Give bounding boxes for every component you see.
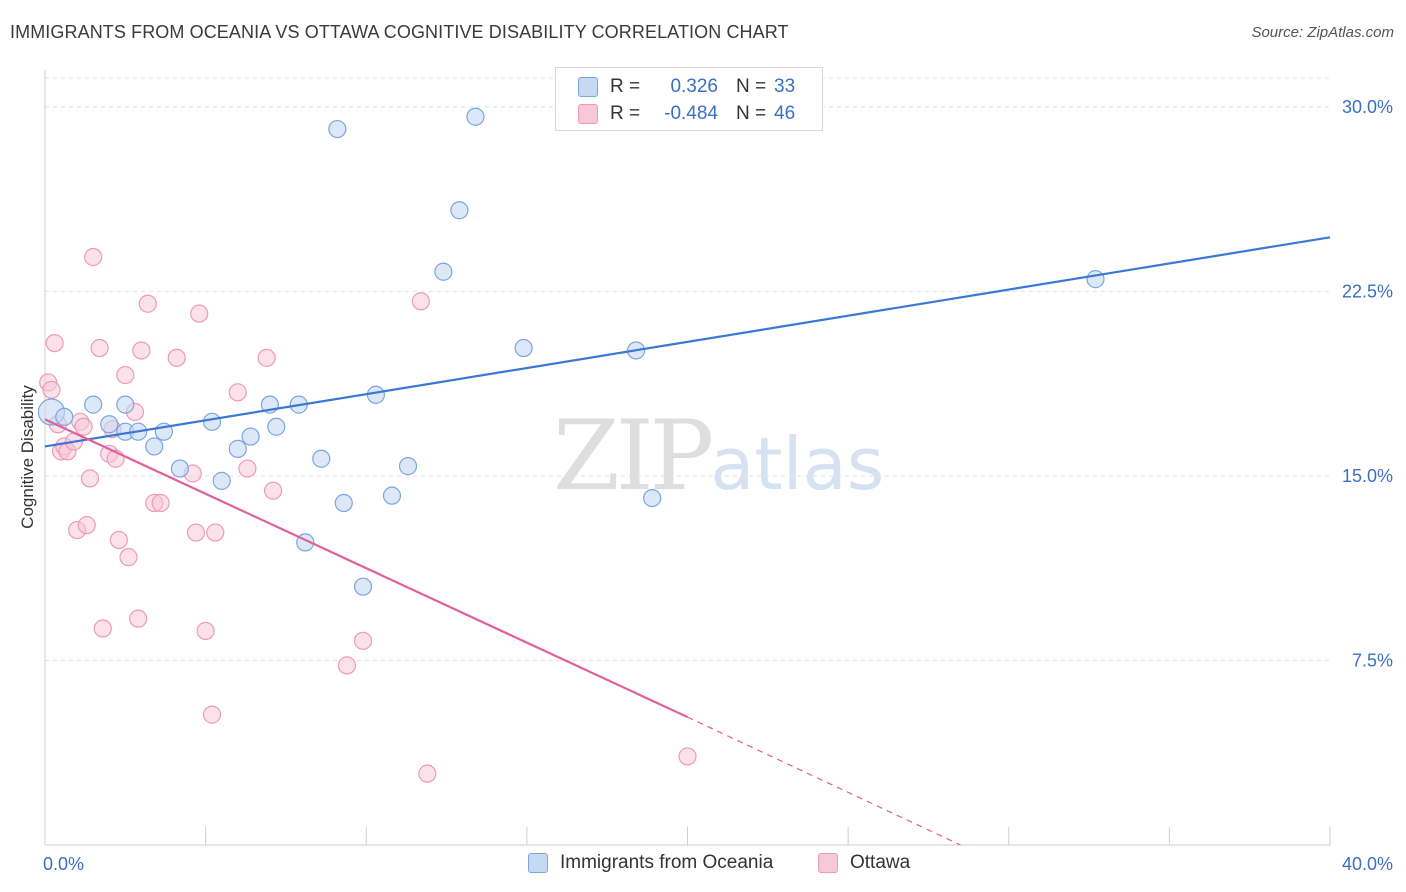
legend-row-ottawa: R = -0.484 N = 46 [578,101,795,127]
ottawa-point [138,294,157,313]
chart-title: IMMIGRANTS FROM OCEANIA VS OTTAWA COGNIT… [10,22,789,42]
legend-n-label: N = [736,76,767,97]
ottawa-point [337,656,357,675]
legend-swatch-ottawa [578,104,598,124]
oceania-point [116,395,135,414]
ottawa-point [257,348,276,367]
ottawa-point [45,333,64,353]
y-tick-label: 22.5% [1342,281,1393,301]
source-label: Source: ZipAtlas.com [1251,24,1394,41]
ottawa-point [80,469,100,488]
ottawa-trendline [44,418,688,719]
oceania-point [450,201,469,220]
watermark-zip: ZIP [553,400,714,512]
oceania-point [100,415,119,434]
ottawa-point [90,338,109,358]
oceania-point [466,107,485,126]
ottawa-point [93,619,112,638]
ottawa-point [202,705,222,724]
oceania-point [382,486,402,505]
oceania-point [1086,270,1105,289]
ottawa-point [353,631,373,650]
ottawa-point [109,530,128,550]
ottawa-point [190,304,209,323]
legend-row-oceania: R = 0.326 N = 33 [578,74,795,100]
ottawa-point [206,523,225,542]
oceania-point [643,488,662,508]
oceania-point [434,262,453,281]
x-tick-label: 40.0% [1342,854,1393,874]
oceania-point [514,338,533,358]
oceania-point [267,417,286,436]
oceania-point [170,459,190,478]
legend-n-value: 46 [774,103,796,124]
legend-box: R = 0.326 N = 33 R = -0.484 N = 46 [555,67,823,131]
ottawa-point [132,341,151,360]
watermark-atlas: atlas [710,422,885,506]
oceania-point [312,449,331,468]
y-tick-label: 15.0% [1342,466,1393,486]
oceania-point [353,577,373,596]
bottom-legend-ottawa[interactable]: Ottawa [818,852,910,874]
x-tick-label: 0.0% [43,854,84,874]
ottawa-point [74,417,93,436]
ottawa-point [151,493,170,513]
oceania-point [241,427,260,446]
legend-n-value: 33 [774,76,796,97]
ottawa-point [228,383,247,402]
bottom-legend-swatch-ottawa [818,853,838,873]
ottawa-point [238,459,257,478]
legend-n-label: N = [736,103,767,124]
ottawa-point [84,247,103,267]
oceania-trendline [44,236,1331,448]
y-tick-label: 7.5% [1352,650,1393,670]
oceania-point [212,471,231,490]
legend-r-value: -0.484 [664,103,718,124]
oceania-point [398,457,418,476]
ottawa-trendline-extension [687,716,961,846]
ottawa-point [77,516,96,535]
oceania-point [366,385,385,404]
bottom-legend-label-oceania: Immigrants from Oceania [560,852,774,873]
bottom-legend: Immigrants from Oceania Ottawa [0,852,1406,878]
watermark: ZIPatlas [553,400,884,512]
legend-r-label: R = [610,76,641,97]
oceania-point [145,437,164,456]
bottom-legend-swatch-oceania [528,853,548,873]
legend-r-value: 0.326 [670,76,718,97]
ottawa-point [167,348,186,367]
ottawa-point [42,380,61,399]
y-axis-label: Cognitive Disability [18,385,37,529]
ottawa-point [418,764,437,783]
legend-swatch-oceania [578,77,598,97]
ottawa-point [186,523,206,542]
oceania-point [334,493,353,513]
y-tick-label: 30.0% [1342,97,1393,117]
ottawa-point [678,747,697,766]
oceania-point [328,119,347,139]
ottawa-point [411,292,430,311]
oceania-point [228,439,247,458]
ottawa-point [196,621,215,641]
bottom-legend-label-ottawa: Ottawa [850,852,911,873]
ottawa-point [119,548,138,567]
ottawa-point [116,365,135,385]
ottawa-point [263,481,283,500]
oceania-point [202,412,222,431]
ottawa-point [129,609,148,628]
legend-r-label: R = [610,103,641,124]
oceania-point [84,395,103,414]
oceania-point [55,407,74,427]
bottom-legend-oceania[interactable]: Immigrants from Oceania [528,852,773,874]
